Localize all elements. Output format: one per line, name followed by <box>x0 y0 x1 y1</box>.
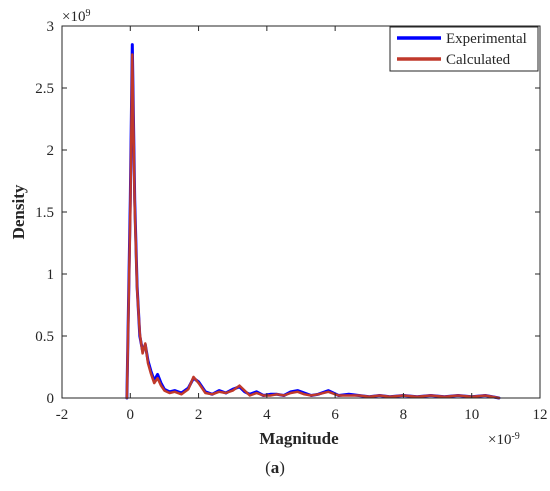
y-tick-label: 0 <box>47 391 55 407</box>
y-tick-label: 2.5 <box>35 81 54 97</box>
legend-box <box>389 26 539 72</box>
caption-open: ( <box>265 458 271 477</box>
x-tick-label: -2 <box>56 407 69 423</box>
caption-letter: a <box>271 458 280 477</box>
y-axis-title: Density <box>9 184 28 239</box>
y-tick-label: 3 <box>47 19 55 35</box>
x-exponent: ×10-9 <box>488 431 520 449</box>
y-exponent-base: ×10 <box>62 9 85 25</box>
series-line-calculated <box>125 53 501 400</box>
caption-close: ) <box>279 458 285 477</box>
x-tick-label: 2 <box>195 407 203 423</box>
x-tick-label: 10 <box>464 407 479 423</box>
y-tick-label: 2 <box>47 143 55 159</box>
x-exponent-power: -9 <box>511 431 519 442</box>
y-tick-label: 1 <box>47 267 55 283</box>
series-layer <box>125 43 501 400</box>
legend: Experimental Calculated <box>389 26 539 72</box>
y-exponent: ×109 <box>62 8 90 26</box>
x-exponent-base: ×10 <box>488 432 511 448</box>
y-exponent-power: 9 <box>85 8 90 19</box>
x-axis-title: Magnitude <box>259 429 339 448</box>
x-tick-label: 4 <box>263 407 271 423</box>
plot-area <box>62 26 540 398</box>
legend-label-experimental: Experimental <box>446 31 527 47</box>
y-tick-label: 1.5 <box>35 205 54 221</box>
x-tick-label: 0 <box>127 407 135 423</box>
figure-caption: (a) <box>265 458 285 477</box>
x-tick-label: 8 <box>400 407 408 423</box>
x-tick-label: 12 <box>533 407 548 423</box>
x-tick-label: 6 <box>331 407 339 423</box>
y-tick-label: 0.5 <box>35 329 54 345</box>
legend-label-calculated: Calculated <box>446 52 511 68</box>
